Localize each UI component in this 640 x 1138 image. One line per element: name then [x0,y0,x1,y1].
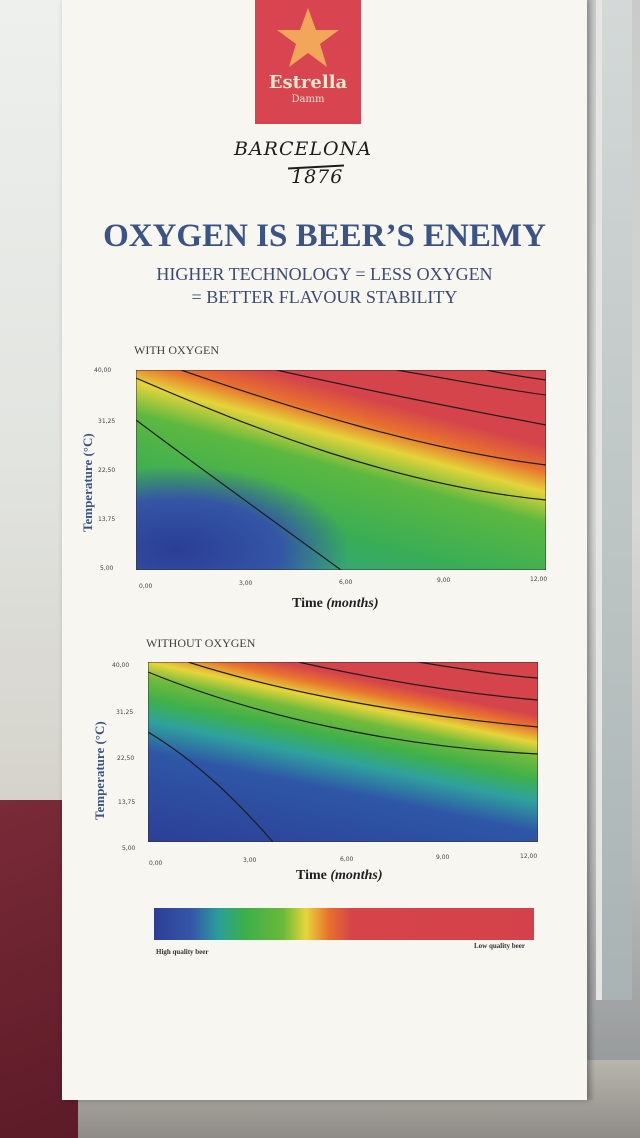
star-icon [277,8,339,67]
x-tick-label: 6,00 [339,579,353,586]
handwritten-city: BARCELONA [234,138,372,160]
y-tick-label: 40,00 [112,662,130,669]
handwritten-year: 1876 [291,166,344,188]
y-axis-label: Temperature (°C) [92,721,107,820]
x-tick-label: 3,00 [243,857,257,864]
y-tick-label: 5,00 [100,565,114,572]
x-tick-label: 12,00 [520,853,538,860]
headline: OXYGEN IS BEER’S ENEMY [103,218,546,254]
y-tick-label: 13,75 [98,516,116,523]
chart-title-without-oxygen: WITHOUT OXYGEN [146,636,256,650]
y-tick-label: 31,25 [116,709,134,716]
window-frame [596,0,632,1000]
x-axis-label-main: Time [296,868,327,883]
y-tick-label: 5,00 [122,845,136,852]
subheadline-1: HIGHER TECHNOLOGY = LESS OXYGEN [156,264,493,284]
x-axis-label: Time (months) [292,596,378,612]
y-tick-label: 40,00 [94,367,112,374]
heatmap-without-oxygen [147,661,539,846]
x-tick-label: 0,00 [139,583,153,590]
quality-color-scale [154,908,534,940]
x-axis-label-main: Time [292,596,323,611]
x-tick-label: 6,00 [340,856,354,863]
roll-up-banner: Estrella Damm BARCELONA 1876 OXYGEN IS B… [62,0,595,1100]
y-tick-label: 13,75 [118,799,136,806]
x-axis-label: Time (months) [296,868,382,884]
x-axis-label-unit: (months) [330,868,383,883]
y-tick-label: 22,50 [98,467,116,474]
logo-sub: Damm [291,94,325,105]
x-tick-label: 12,00 [530,576,548,583]
subheadline-2: = BETTER FLAVOUR STABILITY [191,287,458,307]
x-tick-label: 0,00 [149,860,163,867]
y-tick-label: 22,50 [117,755,135,762]
logo-name: Estrella [268,72,348,93]
x-tick-label: 9,00 [437,577,451,584]
legend-low-quality-label: Low quality beer [474,942,525,950]
y-tick-label: 31,25 [98,418,116,425]
heatmap-with-oxygen [135,369,547,574]
banner-shadow [587,0,595,1100]
chart-title-with-oxygen: WITH OXYGEN [134,343,219,357]
legend-high-quality-label: High quality beer [156,948,209,956]
x-tick-label: 9,00 [436,854,450,861]
x-axis-label-unit: (months) [326,596,379,611]
y-axis-label: Temperature (°C) [80,433,95,532]
x-tick-label: 3,00 [239,580,253,587]
estrella-damm-logo: Estrella Damm [255,0,361,124]
